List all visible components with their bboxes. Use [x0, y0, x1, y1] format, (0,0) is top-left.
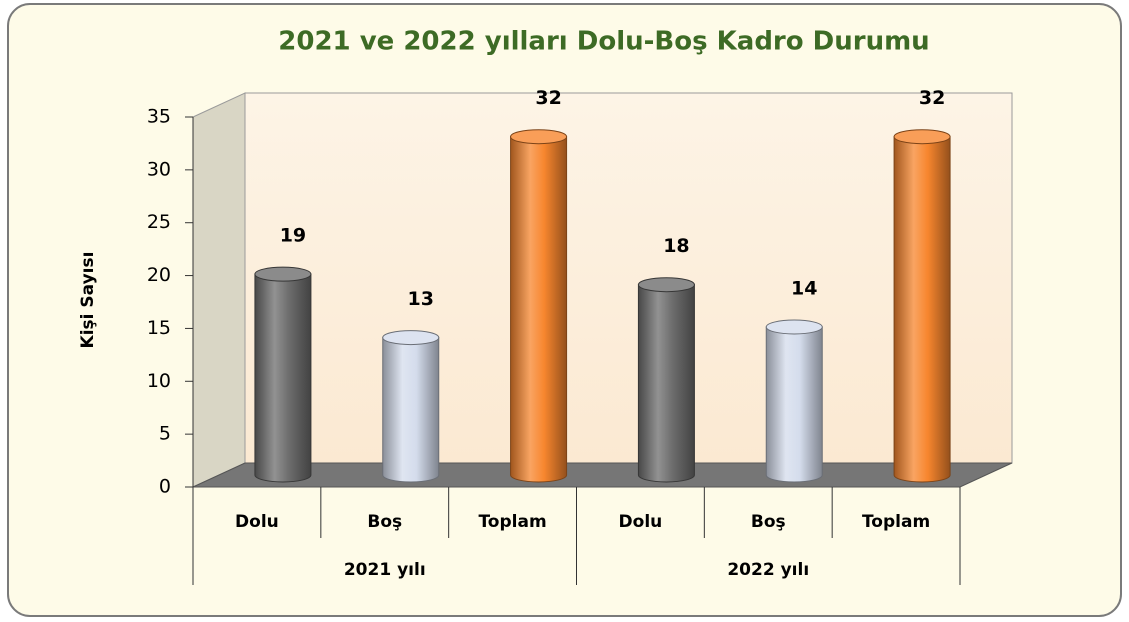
bar [765, 326, 823, 483]
chart-title: 2021 ve 2022 yılları Dolu-Boş Kadro Duru… [278, 27, 929, 57]
y-tick-label: 25 [147, 211, 171, 233]
bar-top [765, 319, 823, 335]
data-label: 19 [280, 225, 306, 247]
bar [382, 337, 440, 483]
y-axis-label: Kişi Sayısı [78, 252, 98, 349]
group-label: 2022 yılı [727, 560, 809, 580]
bar-top [254, 266, 312, 282]
data-label: 13 [408, 288, 434, 310]
y-tick-label: 35 [147, 106, 171, 128]
x-tick-label: Toplam [478, 512, 546, 532]
bar [637, 284, 695, 483]
data-label: 14 [791, 278, 817, 300]
bar [893, 136, 951, 483]
back-wall [244, 92, 1013, 464]
bar-top [510, 129, 568, 145]
y-tick-label: 15 [147, 317, 171, 339]
x-tick-label: Dolu [235, 512, 279, 532]
y-tick-label: 30 [147, 158, 171, 180]
bar-top [637, 277, 695, 293]
x-tick-label: Boş [367, 512, 402, 532]
y-tick-label: 0 [159, 476, 171, 498]
side-wall [192, 92, 246, 488]
x-tick-label: Boş [751, 512, 786, 532]
data-label: 32 [535, 87, 561, 109]
x-tick-label: Dolu [619, 512, 663, 532]
data-label: 32 [919, 87, 945, 109]
bar-top [893, 129, 951, 145]
floor [192, 462, 1013, 488]
y-tick-label: 20 [147, 264, 171, 286]
group-label: 2021 yılı [344, 560, 426, 580]
x-tick-label: Toplam [862, 512, 930, 532]
data-label: 18 [663, 235, 689, 257]
bar [254, 273, 312, 483]
bar-top [382, 330, 440, 346]
bar [510, 136, 568, 483]
y-tick-label: 5 [159, 423, 171, 445]
y-tick-label: 10 [147, 370, 171, 392]
